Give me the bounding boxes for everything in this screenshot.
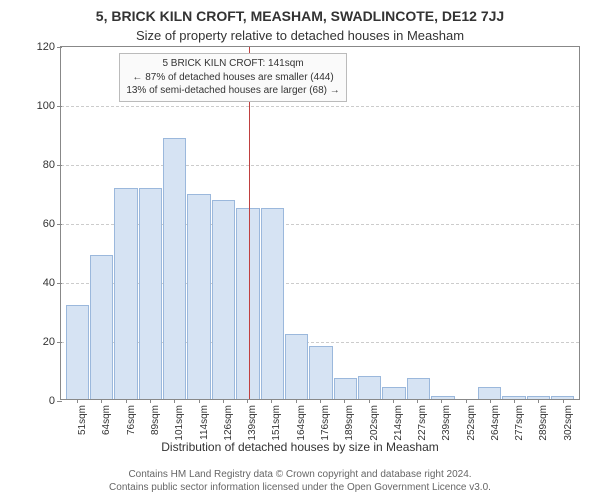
x-tick-label: 264sqm	[490, 405, 501, 441]
bar	[478, 387, 501, 399]
bar	[90, 255, 113, 399]
x-tick-label: 126sqm	[223, 405, 234, 441]
y-tick: 60	[25, 218, 61, 230]
x-tick-label: 114sqm	[199, 405, 210, 440]
bar	[212, 200, 235, 399]
y-tick: 40	[25, 277, 61, 289]
bar	[114, 188, 137, 399]
callout-line-2: ← 87% of detached houses are smaller (44…	[126, 71, 339, 85]
x-tick-label: 289sqm	[538, 405, 549, 441]
bar	[382, 387, 405, 399]
page-subtitle: Size of property relative to detached ho…	[0, 28, 600, 43]
x-axis-label: Distribution of detached houses by size …	[0, 440, 600, 454]
footer-line-2: Contains public sector information licen…	[0, 481, 600, 494]
x-tick-label: 302sqm	[563, 405, 574, 441]
x-tick-label: 76sqm	[126, 405, 137, 435]
bar	[187, 194, 210, 399]
x-tick-label: 202sqm	[369, 405, 380, 441]
x-tick-label: 51sqm	[77, 405, 88, 435]
x-tick-label: 151sqm	[271, 405, 282, 441]
bar	[261, 208, 284, 399]
x-tick-label: 89sqm	[150, 405, 161, 435]
x-tick-label: 189sqm	[344, 405, 355, 441]
bar	[407, 378, 430, 399]
y-tick: 100	[25, 100, 61, 112]
callout-line-3: 13% of semi-detached houses are larger (…	[126, 84, 339, 98]
x-tick-label: 252sqm	[466, 405, 477, 441]
y-tick: 120	[25, 41, 61, 53]
attribution-footer: Contains HM Land Registry data © Crown c…	[0, 468, 600, 494]
bar	[163, 138, 186, 399]
bar	[139, 188, 162, 399]
x-tick-label: 164sqm	[296, 405, 307, 441]
callout-line-1: 5 BRICK KILN CROFT: 141sqm	[126, 57, 339, 71]
y-tick: 80	[25, 159, 61, 171]
x-tick-label: 214sqm	[393, 405, 404, 441]
footer-line-1: Contains HM Land Registry data © Crown c…	[0, 468, 600, 481]
bar	[236, 208, 259, 399]
x-tick-label: 277sqm	[514, 405, 525, 441]
x-tick-label: 227sqm	[417, 405, 428, 441]
x-tick-label: 64sqm	[101, 405, 112, 435]
x-tick-label: 176sqm	[320, 405, 331, 441]
x-tick-label: 239sqm	[441, 405, 452, 441]
bar	[309, 346, 332, 399]
callout-box: 5 BRICK KILN CROFT: 141sqm ← 87% of deta…	[119, 53, 346, 102]
y-tick: 0	[25, 395, 61, 407]
bar	[358, 376, 381, 399]
x-tick-label: 139sqm	[247, 405, 258, 441]
bar	[66, 305, 89, 399]
x-tick-label: 101sqm	[174, 405, 185, 441]
y-tick: 20	[25, 336, 61, 348]
page-title: 5, BRICK KILN CROFT, MEASHAM, SWADLINCOT…	[0, 8, 600, 24]
bar	[334, 378, 357, 399]
bar	[285, 334, 308, 399]
chart-area: 020406080100120 5 BRICK KILN CROFT: 141s…	[60, 46, 580, 400]
